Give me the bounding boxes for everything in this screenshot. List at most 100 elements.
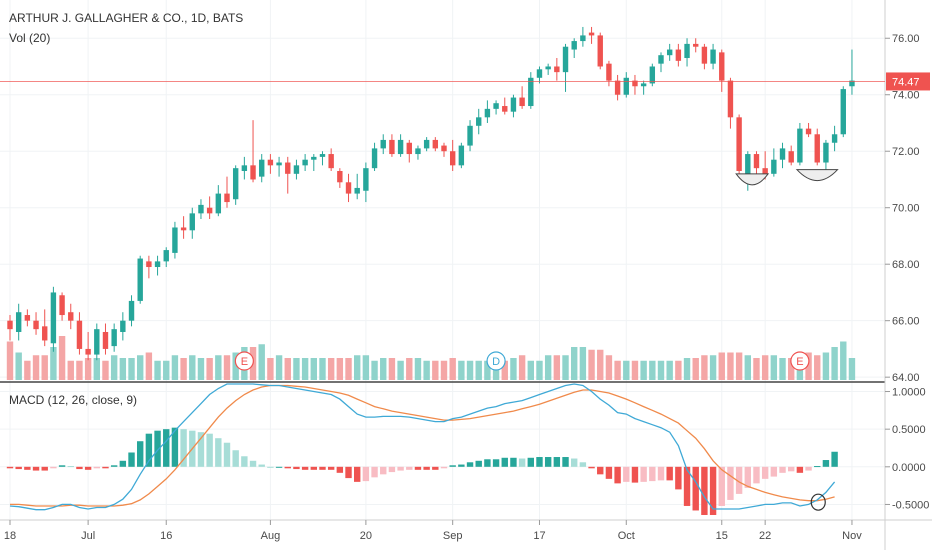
candle[interactable] — [224, 176, 230, 208]
candle[interactable] — [371, 142, 378, 171]
candle[interactable] — [311, 154, 317, 171]
candle[interactable] — [736, 114, 742, 177]
candle[interactable] — [389, 134, 395, 157]
candle[interactable] — [397, 134, 404, 157]
candle[interactable] — [510, 94, 517, 118]
time-axis[interactable]: 18 Jul 16 Aug 20 Sep 17 Oct 15 22 Nov — [4, 520, 862, 542]
candle[interactable] — [805, 122, 812, 138]
candle[interactable] — [172, 221, 178, 259]
candle[interactable] — [102, 323, 109, 355]
candle[interactable] — [146, 255, 152, 279]
event-marker[interactable]: E — [234, 351, 254, 371]
candle[interactable] — [484, 100, 491, 123]
candle[interactable] — [493, 100, 499, 115]
candle[interactable] — [85, 331, 91, 361]
candle[interactable] — [363, 162, 369, 203]
candle[interactable] — [415, 145, 421, 160]
candle[interactable] — [614, 74, 621, 101]
candle[interactable] — [380, 134, 386, 155]
candle[interactable] — [449, 139, 456, 171]
dividend-icon[interactable] — [486, 351, 506, 371]
event-marker[interactable]: D — [486, 351, 506, 371]
candle[interactable] — [476, 108, 482, 135]
candle[interactable] — [823, 139, 829, 171]
candle[interactable] — [337, 168, 343, 188]
candle[interactable] — [120, 312, 126, 341]
candle[interactable] — [771, 148, 777, 177]
candle[interactable] — [345, 173, 352, 203]
candle[interactable] — [640, 80, 647, 95]
candle[interactable] — [7, 315, 13, 341]
candle[interactable] — [719, 49, 725, 92]
candle[interactable] — [328, 148, 334, 171]
candle[interactable] — [814, 128, 820, 166]
candle[interactable] — [588, 26, 595, 44]
candle[interactable] — [675, 43, 682, 67]
candle[interactable] — [198, 199, 204, 220]
candle[interactable] — [519, 86, 525, 109]
candle[interactable] — [658, 52, 664, 73]
macd-axis[interactable]: 1.0000 0.5000 0.0000 -0.5000 — [885, 387, 929, 512]
earnings-icon[interactable] — [234, 351, 254, 371]
candle[interactable] — [267, 154, 274, 174]
candle[interactable] — [241, 156, 248, 180]
candle[interactable] — [15, 303, 22, 341]
candle[interactable] — [849, 49, 855, 95]
candle[interactable] — [779, 142, 786, 169]
candle[interactable] — [128, 295, 135, 327]
candle[interactable] — [259, 154, 265, 183]
candle[interactable] — [111, 323, 117, 352]
earnings-icon[interactable] — [790, 351, 810, 371]
candle[interactable] — [788, 145, 794, 166]
candle[interactable] — [554, 58, 560, 81]
candle[interactable] — [432, 137, 439, 152]
candle[interactable] — [597, 32, 603, 70]
candle[interactable] — [232, 165, 239, 205]
candle[interactable] — [42, 309, 48, 347]
candle[interactable] — [562, 43, 569, 92]
candle[interactable] — [710, 43, 716, 70]
candle[interactable] — [606, 60, 612, 87]
candle[interactable] — [684, 38, 690, 67]
candle[interactable] — [285, 156, 291, 194]
candle[interactable] — [467, 120, 473, 152]
candle[interactable] — [319, 151, 326, 166]
candle[interactable] — [753, 151, 760, 174]
price-candles[interactable] — [7, 26, 855, 361]
candle[interactable] — [701, 43, 708, 70]
candle[interactable] — [68, 303, 74, 330]
candle[interactable] — [545, 63, 551, 75]
event-marker[interactable]: E — [790, 351, 810, 371]
candle[interactable] — [693, 38, 699, 53]
candle[interactable] — [441, 142, 447, 157]
candle[interactable] — [571, 38, 577, 59]
candle[interactable] — [354, 173, 360, 200]
candle[interactable] — [250, 120, 256, 183]
candle[interactable] — [215, 185, 222, 217]
candle[interactable] — [458, 142, 465, 169]
candle[interactable] — [632, 74, 638, 95]
candle[interactable] — [502, 97, 508, 115]
candle[interactable] — [727, 77, 734, 129]
candle[interactable] — [623, 72, 629, 98]
candle[interactable] — [580, 26, 586, 47]
candle[interactable] — [528, 72, 534, 109]
candle[interactable] — [94, 323, 100, 361]
candle[interactable] — [649, 63, 656, 87]
candle[interactable] — [76, 312, 83, 355]
candle[interactable] — [831, 125, 838, 152]
candle[interactable] — [24, 309, 31, 327]
candle[interactable] — [189, 207, 195, 239]
candle[interactable] — [33, 312, 39, 335]
candle[interactable] — [406, 139, 412, 163]
candle[interactable] — [59, 292, 65, 321]
candle[interactable] — [180, 216, 187, 239]
candle[interactable] — [50, 286, 57, 352]
candle[interactable] — [276, 156, 282, 177]
price-axis[interactable]: 76.00 74.00 72.00 70.00 68.00 66.00 64.00 — [885, 33, 920, 384]
candle[interactable] — [154, 255, 161, 276]
candle[interactable] — [302, 154, 308, 171]
candle[interactable] — [536, 66, 543, 84]
